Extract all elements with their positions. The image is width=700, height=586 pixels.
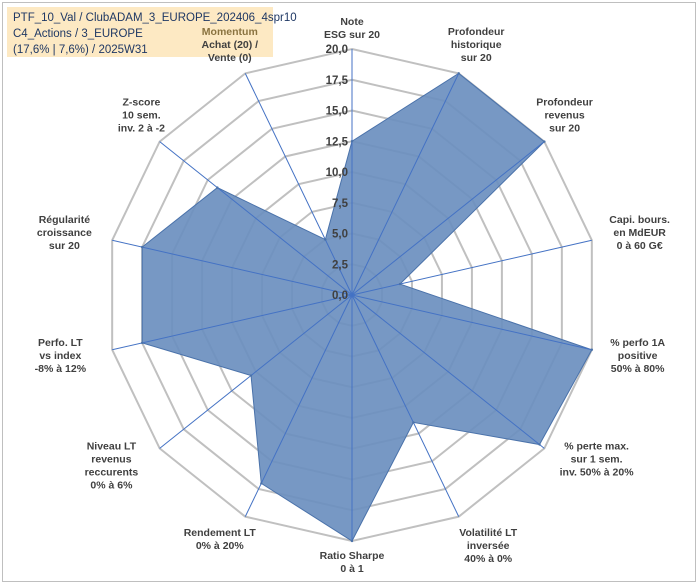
axis-label-line: sur 1 sem. [571, 453, 623, 465]
axis-label-line: revenus [91, 453, 131, 465]
axis-label: % perfo 1A positive 50% à 80% [610, 337, 665, 375]
axis-label-line: inversée [467, 540, 510, 552]
axis-label-line: Niveau LT [87, 440, 137, 452]
data-point [398, 282, 402, 286]
axis-label-line: Achat (20) / [201, 39, 258, 51]
axis-label: Note ESG sur 20 [324, 16, 380, 41]
axis-label-line: % perte max. [564, 440, 629, 452]
data-point [249, 374, 253, 377]
axis-label-line: Note [340, 16, 363, 28]
axis-label: Capi. bours. en MdEUR 0 à 60 G€ [609, 214, 670, 252]
axis-spoke [351, 141, 545, 296]
axis-label-line: 0 à 60 G€ [617, 240, 663, 252]
axis-label: Niveau LT revenus reccurents 0% à 6% [85, 440, 139, 491]
axis-label-line: Perfo. LT [38, 337, 83, 349]
axis-spoke [159, 294, 353, 449]
tick-label: 5,0 [332, 229, 348, 241]
axis-spoke [112, 239, 353, 296]
axis-label-line: Momentum [202, 26, 258, 38]
tick-label: 2,5 [332, 259, 349, 271]
performance-week: (17,6% | 7,6%) / 2025W31 [13, 44, 148, 56]
axis-label-line: vs index [39, 350, 81, 362]
axis-label: Profondeur revenus sur 20 [536, 97, 593, 135]
tick-label: 10,0 [326, 167, 348, 179]
data-point [324, 238, 327, 241]
axis-label-line: 0 à 1 [340, 563, 364, 575]
axis-spoke [351, 239, 592, 296]
tick-label: 20,0 [326, 44, 348, 56]
axis-label-line: Profondeur [536, 97, 593, 109]
axis-label-line: % perfo 1A [610, 337, 665, 349]
data-point [216, 186, 219, 189]
axis-label-line: Vente (0) [208, 52, 252, 64]
axis-label: % perte max. sur 1 sem. inv. 50% à 20% [560, 440, 635, 478]
axis-label-line: ESG sur 20 [324, 29, 380, 41]
axis-label-line: revenus [544, 110, 584, 122]
axis-spoke [159, 141, 353, 296]
axis-label-line: inv. 50% à 20% [560, 466, 635, 478]
axis-label-line: 10 sem. [122, 110, 161, 122]
data-point [260, 482, 263, 485]
data-point [538, 443, 541, 446]
axis-label-line: historique [451, 39, 502, 51]
axis-label-line: Ratio Sharpe [320, 550, 385, 562]
axis-spoke [244, 294, 353, 517]
axis-label: Z-score 10 sem. inv. 2 à -2 [118, 97, 165, 135]
axis-label-line: Rendement LT [184, 527, 257, 539]
tick-label: 12,5 [326, 136, 349, 148]
axis-label: Ratio Sharpe 0 à 1 [320, 550, 385, 575]
portfolio-info-box: PTF_10_Val / ClubADAM_3_EUROPE_202406_4s… [7, 7, 297, 57]
axis-label-line: Profondeur [448, 26, 505, 38]
axis-label: Momentum Achat (20) / Vente (0) [201, 26, 258, 64]
axis-label-line: Z-score [122, 97, 160, 109]
axis-spoke [351, 294, 460, 517]
axis-spoke [351, 73, 460, 296]
axis-label-line: croissance [37, 227, 92, 239]
axis-label: Régularité croissance sur 20 [37, 214, 92, 252]
axis-label-line: positive [618, 350, 658, 362]
axis-label-line: en MdEUR [613, 227, 666, 239]
axis-label-line: Volatilité LT [459, 527, 518, 539]
axis-spoke [244, 73, 353, 296]
axis-spoke [351, 294, 592, 351]
axis-label-line: -8% à 12% [35, 363, 87, 375]
axis-label-line: Capi. bours. [609, 214, 670, 226]
axis-label-line: 0% à 20% [196, 540, 245, 552]
axis-label-line: sur 20 [461, 52, 492, 64]
data-point [140, 245, 144, 249]
data-point [590, 348, 594, 351]
axis-label-line: Régularité [39, 214, 91, 226]
data-point [350, 539, 354, 543]
tick-label: 17,5 [326, 75, 349, 87]
axis-label: Perfo. LT vs index -8% à 12% [35, 337, 87, 375]
data-point [140, 341, 144, 345]
axis-spoke [112, 294, 353, 351]
axis-spoke [351, 294, 545, 449]
tick-label: 15,0 [326, 106, 348, 118]
axis-label-line: 40% à 0% [464, 553, 513, 565]
axis-label-line: 0% à 6% [90, 479, 133, 491]
axis-label-line: sur 20 [49, 240, 80, 252]
axis-label-line: 50% à 80% [611, 363, 665, 375]
data-point [412, 421, 415, 424]
portfolio-name: PTF_10_Val / ClubADAM_3_EUROPE_202406_4s… [13, 12, 297, 24]
data-point [543, 140, 546, 143]
axis-label: Volatilité LT inversée 40% à 0% [459, 527, 518, 565]
data-point [457, 72, 460, 75]
axis-label-line: sur 20 [549, 123, 580, 135]
tick-label: 7,5 [332, 198, 349, 210]
axis-label-line: reccurents [85, 466, 139, 478]
asset-class: C4_Actions / 3_EUROPE [13, 28, 143, 40]
tick-label: 0,0 [332, 290, 348, 302]
data-point [350, 140, 354, 143]
axis-label: Profondeur historique sur 20 [448, 26, 505, 64]
axis-label: Rendement LT 0% à 20% [184, 527, 257, 552]
axis-label-line: inv. 2 à -2 [118, 123, 165, 135]
